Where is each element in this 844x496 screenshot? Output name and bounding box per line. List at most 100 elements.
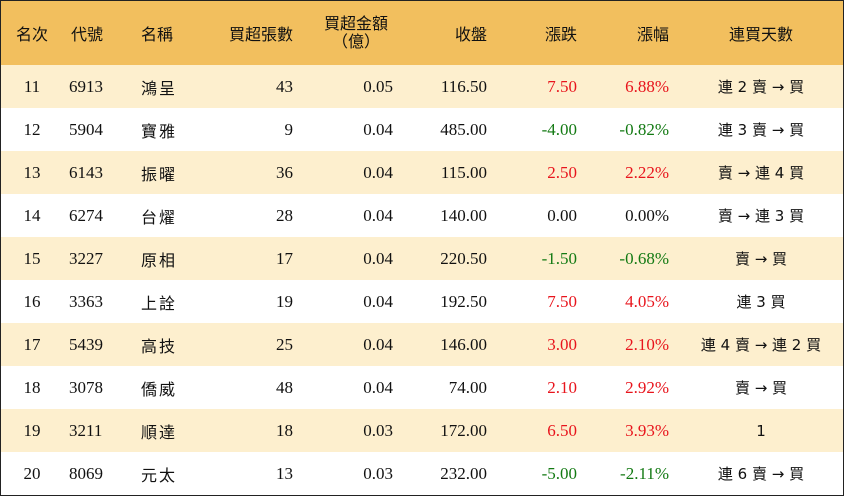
cell-net-buy-amount: 0.04 — [363, 162, 393, 182]
cell-close: 172.00 — [440, 420, 487, 440]
cell-change: 2.10 — [547, 377, 577, 397]
cell-change: -5.00 — [541, 463, 577, 483]
cell-code: 6143 — [69, 162, 103, 182]
cell-net-buy-lots: 25 — [276, 334, 293, 354]
table-row: 13 6143 振曜 36 0.04 115.00 2.50 2.22% 賣 → 連 4 買 — [1, 151, 843, 194]
cell-rank: 13 — [23, 162, 41, 182]
table-body: 11 6913 鴻呈 43 0.05 116.50 7.50 6.88% 連 2 賣 → 買 12… — [1, 65, 843, 495]
cell-name: 上詮 — [141, 293, 178, 313]
header-net-buy-amount: 買超金額 （億） — [303, 1, 403, 65]
cell-net-buy-amount: 0.04 — [363, 119, 393, 139]
cell-rank: 14 — [23, 205, 41, 225]
header-rank: 名次 — [15, 25, 48, 44]
cell-code: 6913 — [69, 76, 103, 96]
header-row: 名次 代號 名稱 買超張數 買超金額 （億） 收盤 漲跌 漲幅 連買天數 — [1, 1, 843, 65]
cell-net-buy-amount: 0.05 — [363, 76, 393, 96]
cell-streak: 連 4 賣 → 連 2 買 — [700, 336, 822, 354]
cell-close: 74.00 — [448, 377, 487, 397]
cell-net-buy-lots: 18 — [276, 420, 293, 440]
cell-change: 0.00 — [547, 205, 577, 225]
table-row: 12 5904 寶雅 9 0.04 485.00 -4.00 -0.82% 連 3 賣 → 買 — [1, 108, 843, 151]
cell-change-pct: -2.11% — [620, 463, 669, 483]
header-change: 漲跌 — [544, 25, 577, 44]
cell-streak: 連 3 賣 → 買 — [717, 121, 805, 139]
cell-change-pct: 3.93% — [625, 420, 669, 440]
cell-code: 5439 — [69, 334, 103, 354]
cell-net-buy-lots: 36 — [276, 162, 293, 182]
cell-code: 8069 — [69, 463, 103, 483]
table-row: 17 5439 高技 25 0.04 146.00 3.00 2.10% 連 4 賣 → 連 2… — [1, 323, 843, 366]
table-header: 名次 代號 名稱 買超張數 買超金額 （億） 收盤 漲跌 漲幅 連買天數 — [1, 1, 843, 65]
cell-streak: 賣 → 買 — [734, 379, 788, 397]
cell-rank: 12 — [23, 119, 41, 139]
cell-close: 115.00 — [440, 162, 487, 182]
table-row: 11 6913 鴻呈 43 0.05 116.50 7.50 6.88% 連 2 賣 → 買 — [1, 65, 843, 108]
cell-streak: 賣 → 連 4 買 — [717, 164, 805, 182]
header-net-buy-amount-line1: 買超金額 — [323, 14, 388, 33]
cell-close: 232.00 — [440, 463, 487, 483]
cell-net-buy-amount: 0.04 — [363, 248, 393, 268]
header-net-buy-lots: 買超張數 — [228, 25, 293, 44]
cell-rank: 11 — [23, 76, 41, 96]
cell-close: 220.50 — [440, 248, 487, 268]
cell-change-pct: -0.68% — [619, 248, 669, 268]
cell-close: 116.50 — [440, 76, 487, 96]
cell-rank: 16 — [23, 291, 41, 311]
cell-code: 5904 — [69, 119, 103, 139]
cell-name: 鴻呈 — [141, 78, 178, 98]
header-close: 收盤 — [454, 25, 487, 44]
cell-code: 6274 — [69, 205, 103, 225]
cell-rank: 19 — [23, 420, 41, 440]
cell-rank: 20 — [23, 463, 41, 483]
cell-change-pct: 2.22% — [625, 162, 669, 182]
cell-change: -1.50 — [541, 248, 577, 268]
cell-change: 2.50 — [547, 162, 577, 182]
cell-net-buy-amount: 0.04 — [363, 377, 393, 397]
cell-change-pct: 2.92% — [625, 377, 669, 397]
cell-change-pct: 0.00% — [625, 205, 669, 225]
cell-name: 振曜 — [141, 164, 178, 184]
cell-close: 146.00 — [440, 334, 487, 354]
cell-close: 192.50 — [440, 291, 487, 311]
table-row: 16 3363 上詮 19 0.04 192.50 7.50 4.05% 連 3 買 — [1, 280, 843, 323]
cell-streak: 1 — [756, 421, 766, 440]
table-row: 15 3227 原相 17 0.04 220.50 -1.50 -0.68% 賣 → 買 — [1, 237, 843, 280]
header-name: 名稱 — [141, 25, 174, 44]
cell-net-buy-lots: 48 — [276, 377, 293, 397]
cell-rank: 17 — [23, 334, 41, 354]
header-change-pct: 漲幅 — [636, 25, 669, 44]
cell-code: 3227 — [69, 248, 103, 268]
cell-net-buy-lots: 17 — [276, 248, 293, 268]
cell-streak: 連 3 買 — [736, 293, 786, 311]
cell-name: 高技 — [141, 336, 178, 356]
cell-name: 僑威 — [141, 379, 178, 399]
cell-change-pct: 6.88% — [625, 76, 669, 96]
cell-net-buy-amount: 0.03 — [363, 420, 393, 440]
table-row: 19 3211 順達 18 0.03 172.00 6.50 3.93% 1 — [1, 409, 843, 452]
cell-code: 3363 — [69, 291, 103, 311]
cell-change: 7.50 — [547, 291, 577, 311]
cell-rank: 15 — [23, 248, 41, 268]
cell-change: 7.50 — [547, 76, 577, 96]
cell-net-buy-lots: 13 — [276, 463, 293, 483]
cell-net-buy-lots: 43 — [276, 76, 293, 96]
cell-code: 3211 — [69, 420, 103, 440]
cell-net-buy-amount: 0.04 — [363, 291, 393, 311]
cell-change: 6.50 — [547, 420, 577, 440]
cell-close: 485.00 — [440, 119, 487, 139]
header-net-buy-amount-line2: （億） — [331, 32, 380, 51]
cell-name: 順達 — [141, 422, 178, 442]
cell-change-pct: 4.05% — [625, 291, 669, 311]
cell-net-buy-lots: 28 — [276, 205, 293, 225]
header-streak: 連買天數 — [728, 25, 793, 44]
cell-net-buy-amount: 0.04 — [363, 205, 393, 225]
cell-change-pct: 2.10% — [625, 334, 669, 354]
cell-close: 140.00 — [440, 205, 487, 225]
cell-name: 原相 — [141, 250, 178, 270]
cell-streak: 連 6 賣 → 買 — [717, 465, 805, 483]
table-row: 20 8069 元太 13 0.03 232.00 -5.00 -2.11% 連 6 賣 → 買 — [1, 452, 843, 495]
table-row: 14 6274 台燿 28 0.04 140.00 0.00 0.00% 賣 → 連 3 買 — [1, 194, 843, 237]
cell-change-pct: -0.82% — [619, 119, 669, 139]
